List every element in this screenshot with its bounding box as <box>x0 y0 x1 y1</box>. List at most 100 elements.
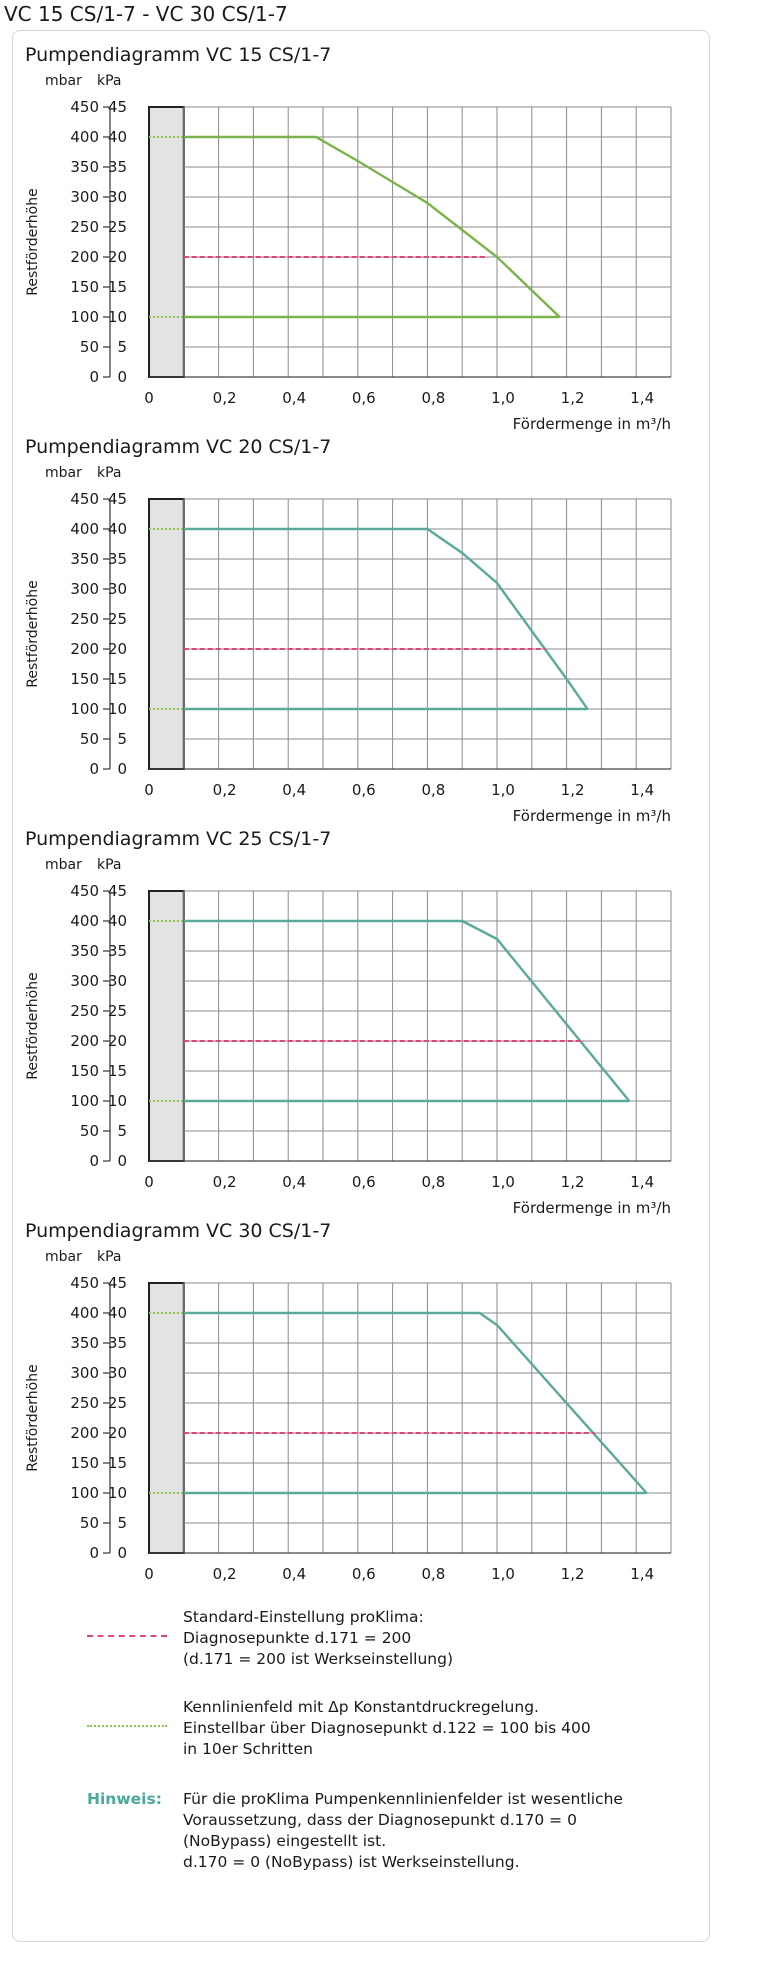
y-tick-kpa: 5 <box>117 338 127 356</box>
y-tick-kpa: 35 <box>108 942 127 960</box>
legend-constant-swatch <box>87 1725 167 1727</box>
chart-4: Pumpendiagramm VC 30 CS/1-7 mbar kPa Restfö… <box>25 1220 672 1583</box>
x-tick-label: 0,8 <box>421 1173 445 1191</box>
diagram-card: Pumpendiagramm VC 15 CS/1-7 mbar kPa Restfö… <box>12 30 710 1942</box>
shaded-region <box>148 890 185 1162</box>
y-tick-mbar: 150 <box>70 1454 99 1472</box>
y-tick-kpa: 45 <box>108 1274 127 1292</box>
y-tick-mbar: 200 <box>70 1424 99 1442</box>
y-tick-mbar: 200 <box>70 248 99 266</box>
x-tick-label: 0,4 <box>282 781 306 799</box>
y-tick-kpa: 0 <box>117 1544 127 1562</box>
y-tick-kpa: 0 <box>117 1152 127 1170</box>
y-tick-mbar: 150 <box>70 670 99 688</box>
y-tick-mbar: 400 <box>70 1304 99 1322</box>
x-tick-label: 1,2 <box>561 389 585 407</box>
shaded-region <box>148 106 185 378</box>
y-tick-kpa: 40 <box>108 1304 127 1322</box>
y-tick-kpa: 10 <box>108 1484 127 1502</box>
legend-standard-text: Standard-Einstellung proKlima: Diagnosep… <box>183 1607 723 1670</box>
x-tick-label: 0,4 <box>282 1565 306 1583</box>
x-tick-label: 1,4 <box>630 1173 654 1191</box>
y-tick-kpa: 5 <box>117 1122 127 1140</box>
x-tick-label: 1,0 <box>491 1565 515 1583</box>
y-tick-mbar: 400 <box>70 128 99 146</box>
series-max-curve <box>183 527 589 710</box>
y-tick-kpa: 45 <box>108 490 127 508</box>
y-tick-kpa: 40 <box>108 912 127 930</box>
y-tick-mbar: 450 <box>70 1274 99 1292</box>
x-tick-label: 0 <box>144 781 154 799</box>
x-tick-label: 0,2 <box>213 1565 237 1583</box>
y-tick-kpa: 5 <box>117 730 127 748</box>
note-line-4: d.170 = 0 (NoBypass) ist Werkseinstellun… <box>183 1853 520 1871</box>
y-tick-mbar: 450 <box>70 490 99 508</box>
x-tick-label: 1,4 <box>630 389 654 407</box>
legend-constant-line-3: in 10er Schritten <box>183 1740 313 1758</box>
y-tick-kpa: 15 <box>108 1454 127 1472</box>
y-tick-mbar: 100 <box>70 700 99 718</box>
x-tick-label: 1,0 <box>491 1173 515 1191</box>
y-tick-kpa: 30 <box>108 1364 127 1382</box>
page-title: VC 15 CS/1-7 - VC 30 CS/1-7 <box>4 2 288 26</box>
y-tick-kpa: 40 <box>108 520 127 538</box>
note-line-1: Für die proKlima Pumpenkennlinienfelder … <box>183 1790 623 1808</box>
y-tick-kpa: 25 <box>108 610 127 628</box>
y-tick-mbar: 50 <box>80 338 99 356</box>
y-tick-kpa: 10 <box>108 308 127 326</box>
y-tick-kpa: 15 <box>108 670 127 688</box>
unit-kpa: kPa <box>97 857 122 873</box>
y-tick-mbar: 100 <box>70 308 99 326</box>
y-tick-kpa: 25 <box>108 1002 127 1020</box>
y-tick-mbar: 350 <box>70 942 99 960</box>
series-max-curve <box>183 919 631 1102</box>
series-max-curve <box>183 135 561 318</box>
x-tick-label: 0,8 <box>421 389 445 407</box>
x-tick-label: 0 <box>144 389 154 407</box>
note-text: Für die proKlima Pumpenkennlinienfelder … <box>183 1789 723 1873</box>
legend-constant-text: Kennlinienfeld mit Δp Konstantdruckregel… <box>183 1697 723 1760</box>
unit-mbar: mbar <box>45 73 82 89</box>
y-tick-kpa: 15 <box>108 278 127 296</box>
x-tick-label: 0 <box>144 1173 154 1191</box>
y-tick-mbar: 50 <box>80 1122 99 1140</box>
x-axis-label: Fördermenge in m³/h <box>513 1199 671 1217</box>
shaded-region <box>148 498 185 770</box>
x-tick-label: 0,2 <box>213 389 237 407</box>
unit-mbar: mbar <box>45 1249 82 1265</box>
x-tick-label: 0,8 <box>421 1565 445 1583</box>
chart-title: Pumpendiagramm VC 15 CS/1-7 <box>25 44 331 66</box>
y-tick-kpa: 40 <box>108 128 127 146</box>
y-tick-kpa: 45 <box>108 882 127 900</box>
x-tick-label: 0,4 <box>282 1173 306 1191</box>
x-tick-label: 1,2 <box>561 781 585 799</box>
y-tick-mbar: 50 <box>80 1514 99 1532</box>
y-tick-mbar: 300 <box>70 1364 99 1382</box>
chart-title: Pumpendiagramm VC 20 CS/1-7 <box>25 436 331 458</box>
legend-constant-line-2: Einstellbar über Diagnosepunkt d.122 = 1… <box>183 1719 591 1737</box>
x-tick-label: 1,4 <box>630 781 654 799</box>
y-tick-mbar: 200 <box>70 640 99 658</box>
y-tick-kpa: 10 <box>108 700 127 718</box>
x-tick-label: 0,6 <box>352 1565 376 1583</box>
y-tick-mbar: 0 <box>89 1544 99 1562</box>
x-tick-label: 1,4 <box>630 1565 654 1583</box>
chart-3: Pumpendiagramm VC 25 CS/1-7 mbar kPa Restfö… <box>25 828 672 1217</box>
y-tick-mbar: 0 <box>89 368 99 386</box>
note-line-2: Voraussetzung, dass der Diagnosepunkt d.… <box>183 1811 577 1829</box>
x-tick-label: 0,2 <box>213 781 237 799</box>
y-tick-kpa: 20 <box>108 640 127 658</box>
y-tick-mbar: 350 <box>70 1334 99 1352</box>
legend-standard-line-1: Standard-Einstellung proKlima: <box>183 1608 424 1626</box>
y-tick-mbar: 300 <box>70 188 99 206</box>
x-tick-label: 1,2 <box>561 1173 585 1191</box>
y-tick-kpa: 30 <box>108 972 127 990</box>
y-tick-mbar: 100 <box>70 1484 99 1502</box>
y-tick-mbar: 300 <box>70 580 99 598</box>
unit-kpa: kPa <box>97 465 122 481</box>
note-label: Hinweis: <box>87 1790 162 1808</box>
chart-1: Pumpendiagramm VC 15 CS/1-7 mbar kPa Restfö… <box>25 44 672 433</box>
pump-diagrams: Pumpendiagramm VC 15 CS/1-7 mbar kPa Restfö… <box>25 44 672 1583</box>
y-tick-mbar: 400 <box>70 520 99 538</box>
y-axis-label: Restförderhöhe <box>25 1364 41 1471</box>
